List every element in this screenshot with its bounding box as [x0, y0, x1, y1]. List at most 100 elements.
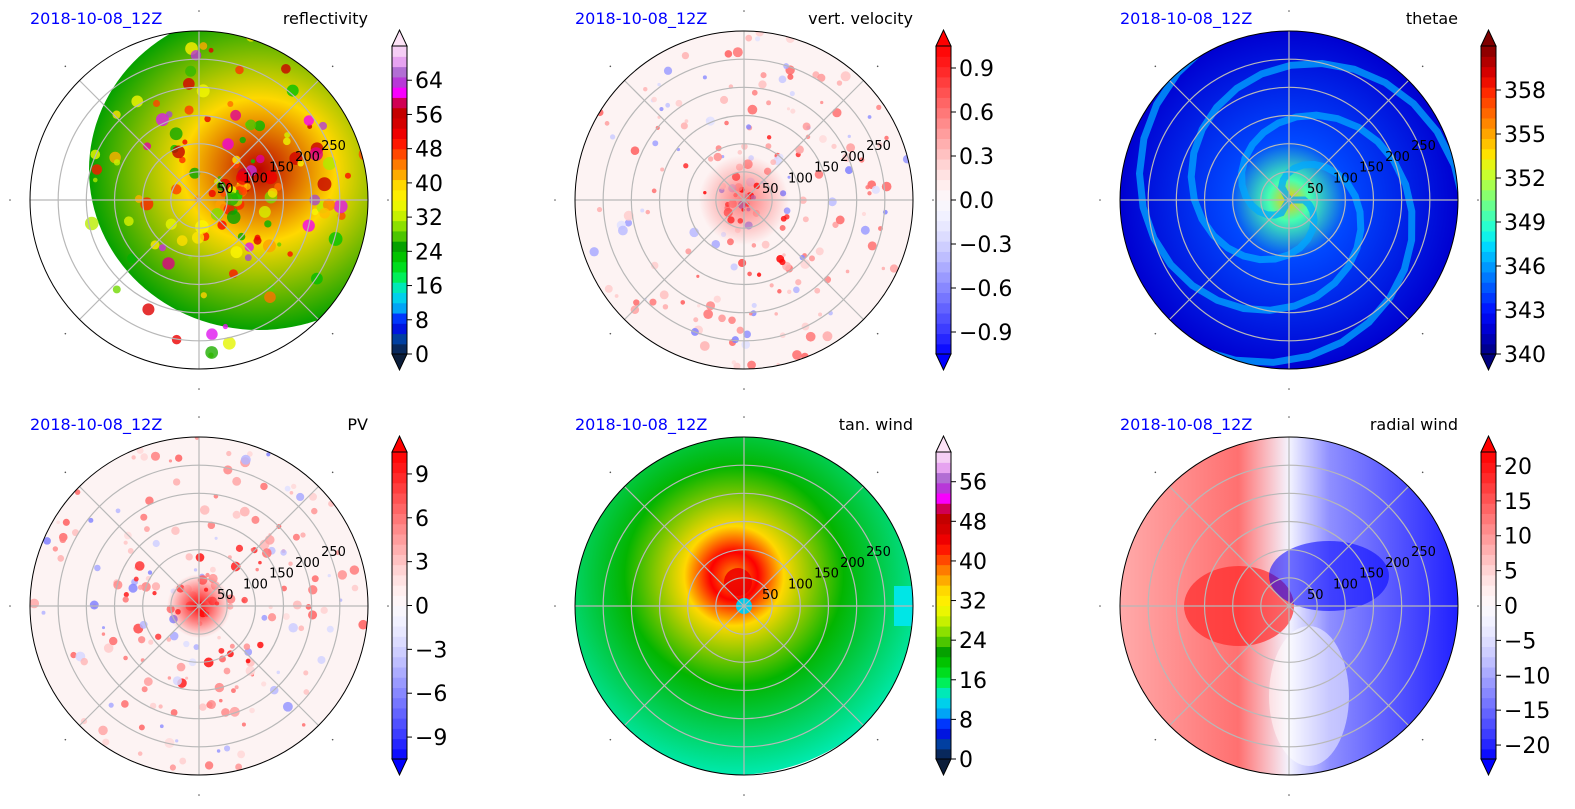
colorbar-segment [1481, 46, 1496, 57]
colorbar-segment [392, 666, 407, 678]
ring-label: 100 [1333, 577, 1358, 592]
colorbar-segment [1481, 728, 1496, 740]
colorbar-segment [1481, 251, 1496, 263]
colorbar-segment [936, 302, 951, 314]
colorbar-segment [392, 271, 407, 283]
colorbar-segment [936, 533, 951, 545]
date-label: 2018-10-08_12Z [575, 415, 707, 435]
colorbar-tick-label: 24 [959, 629, 987, 654]
colorbar-tick-label: −0.3 [959, 233, 1012, 258]
colorbar-extend-min [935, 353, 952, 372]
colorbar-segment [936, 462, 951, 474]
colorbar-segment [392, 200, 407, 211]
colorbar-segment [392, 482, 407, 494]
ring-label: 250 [866, 139, 891, 154]
colorbar-segment [392, 333, 407, 345]
colorbar-segment [392, 117, 407, 129]
colorbar-tick-label: −20 [1504, 734, 1550, 759]
colorbar-segment [1481, 230, 1496, 242]
colorbar-segment [936, 636, 951, 648]
colorbar-tick-label: −5 [1504, 629, 1536, 654]
colorbar-segment [392, 687, 407, 699]
radial-spoke [624, 80, 745, 201]
colorbar-tick-label: 0 [1504, 595, 1518, 620]
colorbar-segment [936, 148, 951, 160]
colorbar-segment [936, 544, 951, 555]
colorbar-segment [1481, 200, 1496, 211]
colorbar-segment [1481, 87, 1496, 98]
colorbar-segment [936, 585, 951, 596]
colorbar-tick-label: 40 [415, 172, 443, 197]
ring-label: 100 [243, 171, 268, 186]
colorbar-tick-label: 340 [1504, 343, 1546, 368]
colorbar-extend-min [1480, 758, 1497, 777]
colorbar-segment [392, 148, 407, 160]
colorbar-segment [1481, 323, 1496, 335]
colorbar-extend-max [1480, 28, 1497, 47]
ring-label: 150 [269, 161, 294, 176]
colorbar: 0 8 16 24 32 40 48 56 [935, 434, 987, 777]
colorbar-segment [392, 169, 407, 181]
colorbar-segment [1481, 148, 1496, 160]
colorbar-segment [936, 87, 951, 98]
panel-title: thetae [1406, 9, 1458, 28]
colorbar-segment [392, 452, 407, 463]
colorbar-tick-label: −3 [415, 638, 447, 663]
colorbar-segment [936, 189, 951, 201]
colorbar-segment [1481, 523, 1496, 535]
ring-label: 200 [840, 150, 865, 165]
colorbar-segment [1481, 76, 1496, 88]
colorbar-segment [392, 302, 407, 314]
colorbar-tick-label: 64 [415, 69, 443, 94]
colorbar-segment [392, 615, 407, 627]
colorbar-segment [1481, 158, 1496, 170]
colorbar-tick-label: 15 [1504, 490, 1532, 515]
colorbar-tick-label: 16 [959, 669, 987, 694]
colorbar-extend-max [935, 28, 952, 47]
colorbar-tick-label: −0.9 [959, 321, 1012, 346]
colorbar-segment [392, 533, 407, 545]
radial-spoke [198, 605, 319, 726]
colorbar-segment [936, 656, 951, 668]
colorbar-tick-label: 40 [959, 550, 987, 575]
colorbar-segment [936, 128, 951, 139]
colorbar-segment [936, 179, 951, 191]
ring-label: 100 [788, 577, 813, 592]
colorbar-segment [1481, 179, 1496, 191]
colorbar: −9 −6 −3 0 3 6 9 [391, 434, 447, 777]
colorbar-segment [936, 728, 951, 740]
ring-label: 200 [295, 556, 320, 571]
colorbar-segment [936, 718, 951, 729]
colorbar-segment [936, 707, 951, 719]
colorbar-segment [936, 564, 951, 576]
ring-label: 250 [1411, 545, 1436, 560]
colorbar-tick-label: 0.0 [959, 189, 994, 214]
colorbar-tick-label: 8 [415, 309, 429, 334]
colorbar-segment [936, 513, 951, 525]
colorbar-segment [392, 677, 407, 688]
colorbar-tick-label: 5 [1504, 560, 1518, 585]
colorbar-segment [392, 251, 407, 263]
colorbar-segment [392, 46, 407, 57]
colorbar-tick-label: −6 [415, 682, 447, 707]
date-label: 2018-10-08_12Z [30, 415, 162, 435]
colorbar-segment [936, 666, 951, 678]
colorbar-segment [1481, 220, 1496, 232]
ring-label: 200 [840, 556, 865, 571]
colorbar-segment [1481, 241, 1496, 252]
colorbar-segment [392, 503, 407, 514]
radial-spoke [624, 199, 745, 320]
colorbar-segment [936, 574, 951, 586]
ring-label: 200 [295, 150, 320, 165]
colorbar-segment [936, 472, 951, 484]
colorbar-segment [392, 343, 407, 355]
colorbar-tick-label: 56 [415, 103, 443, 128]
ring-label: 150 [1359, 567, 1384, 582]
colorbar-segment [936, 595, 951, 607]
polar-grid [30, 437, 368, 775]
colorbar-tick-label: 56 [959, 471, 987, 496]
colorbar-segment [1481, 189, 1496, 201]
colorbar-segment [392, 323, 407, 335]
colorbar-segment [936, 56, 951, 68]
